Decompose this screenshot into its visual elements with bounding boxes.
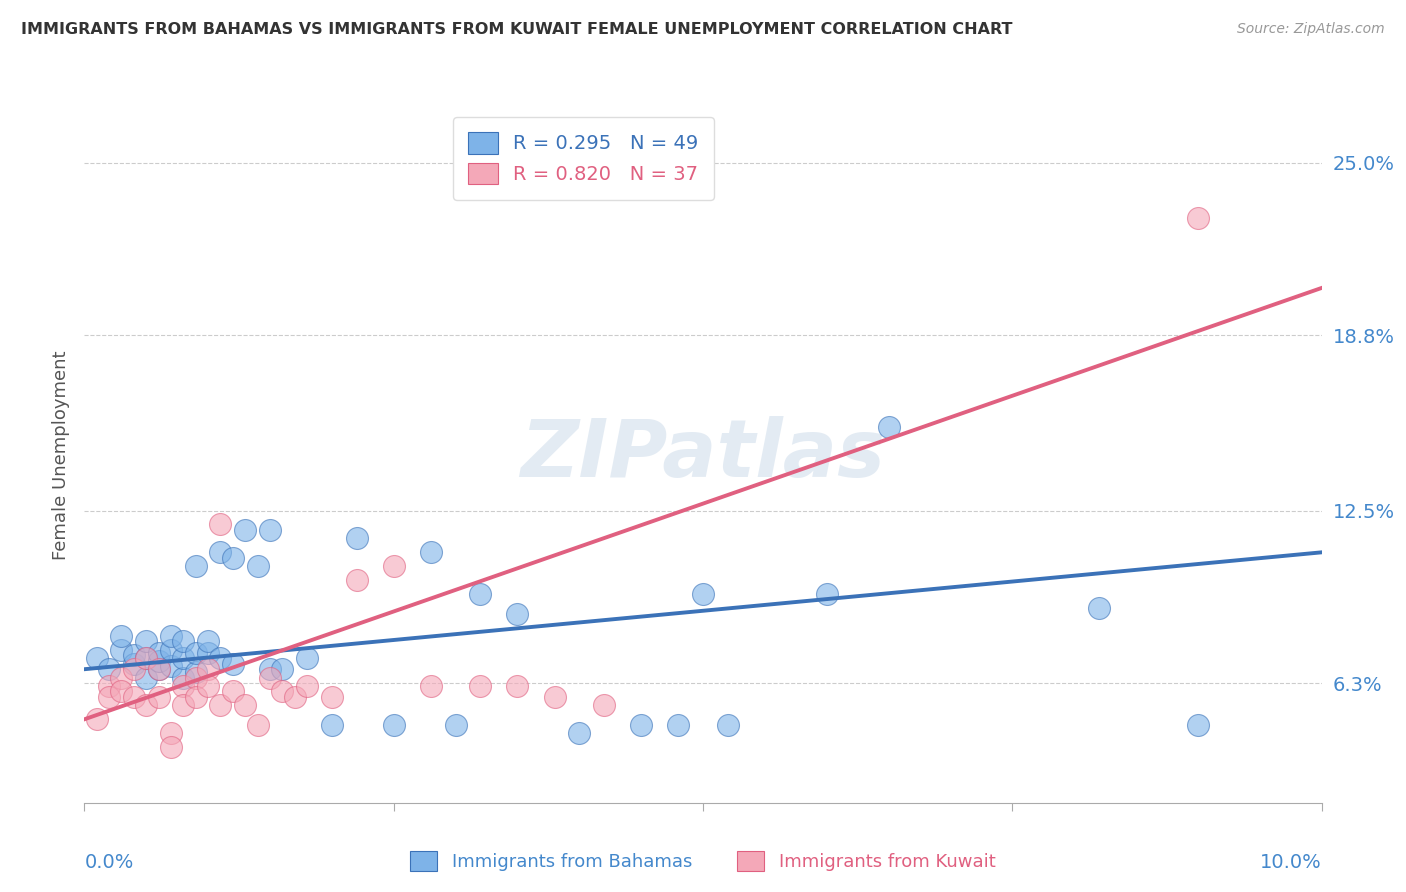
Point xyxy=(160,726,183,740)
Point xyxy=(1088,601,1111,615)
Point xyxy=(346,532,368,546)
Point xyxy=(110,671,132,685)
Point xyxy=(222,684,245,698)
Point xyxy=(630,718,652,732)
Legend: R = 0.295   N = 49, R = 0.820   N = 37: R = 0.295 N = 49, R = 0.820 N = 37 xyxy=(453,117,714,200)
Point xyxy=(148,646,170,660)
Point xyxy=(209,517,232,532)
Point xyxy=(568,726,591,740)
Text: IMMIGRANTS FROM BAHAMAS VS IMMIGRANTS FROM KUWAIT FEMALE UNEMPLOYMENT CORRELATIO: IMMIGRANTS FROM BAHAMAS VS IMMIGRANTS FR… xyxy=(21,22,1012,37)
Point xyxy=(110,642,132,657)
Point xyxy=(506,679,529,693)
Point xyxy=(98,679,121,693)
Point xyxy=(382,718,405,732)
Point xyxy=(259,671,281,685)
Point xyxy=(717,718,740,732)
Point xyxy=(692,587,714,601)
Point xyxy=(148,662,170,676)
Text: ZIPatlas: ZIPatlas xyxy=(520,416,886,494)
Point xyxy=(184,665,207,679)
Point xyxy=(506,607,529,621)
Point xyxy=(197,646,219,660)
Point xyxy=(184,690,207,704)
Point xyxy=(259,523,281,537)
Point xyxy=(246,718,269,732)
Point xyxy=(877,420,900,434)
Point xyxy=(172,651,194,665)
Point xyxy=(172,634,194,648)
Point xyxy=(470,679,492,693)
Point xyxy=(593,698,616,713)
Point xyxy=(160,740,183,755)
Point xyxy=(419,545,441,559)
Point xyxy=(295,679,318,693)
Point xyxy=(815,587,838,601)
Point xyxy=(233,698,256,713)
Point xyxy=(209,545,232,559)
Point xyxy=(184,646,207,660)
Point xyxy=(184,559,207,574)
Point xyxy=(160,659,183,673)
Point xyxy=(110,629,132,643)
Point xyxy=(222,550,245,565)
Point xyxy=(419,679,441,693)
Point xyxy=(98,662,121,676)
Point xyxy=(135,651,157,665)
Point xyxy=(259,662,281,676)
Point xyxy=(135,671,157,685)
Text: 0.0%: 0.0% xyxy=(84,853,134,871)
Point xyxy=(246,559,269,574)
Point xyxy=(135,651,157,665)
Point xyxy=(543,690,565,704)
Point xyxy=(86,712,108,726)
Y-axis label: Female Unemployment: Female Unemployment xyxy=(52,351,70,559)
Point xyxy=(122,657,145,671)
Point xyxy=(197,634,219,648)
Legend: Immigrants from Bahamas, Immigrants from Kuwait: Immigrants from Bahamas, Immigrants from… xyxy=(404,844,1002,879)
Point xyxy=(197,679,219,693)
Point xyxy=(271,684,294,698)
Point xyxy=(382,559,405,574)
Point xyxy=(148,662,170,676)
Point xyxy=(666,718,689,732)
Point xyxy=(172,698,194,713)
Point xyxy=(172,671,194,685)
Point xyxy=(110,684,132,698)
Point xyxy=(160,642,183,657)
Point xyxy=(1187,718,1209,732)
Point xyxy=(209,651,232,665)
Text: 10.0%: 10.0% xyxy=(1260,853,1322,871)
Point xyxy=(98,690,121,704)
Point xyxy=(321,718,343,732)
Point xyxy=(346,573,368,587)
Point xyxy=(271,662,294,676)
Point xyxy=(135,634,157,648)
Point xyxy=(209,698,232,713)
Point xyxy=(122,648,145,663)
Point xyxy=(122,662,145,676)
Point xyxy=(122,690,145,704)
Point xyxy=(284,690,307,704)
Point xyxy=(135,698,157,713)
Point xyxy=(321,690,343,704)
Point xyxy=(172,679,194,693)
Point xyxy=(148,654,170,668)
Point xyxy=(295,651,318,665)
Point xyxy=(86,651,108,665)
Point xyxy=(148,690,170,704)
Text: Source: ZipAtlas.com: Source: ZipAtlas.com xyxy=(1237,22,1385,37)
Point xyxy=(470,587,492,601)
Point xyxy=(1187,211,1209,226)
Point xyxy=(444,718,467,732)
Point xyxy=(197,662,219,676)
Point xyxy=(222,657,245,671)
Point xyxy=(160,629,183,643)
Point xyxy=(184,671,207,685)
Point xyxy=(233,523,256,537)
